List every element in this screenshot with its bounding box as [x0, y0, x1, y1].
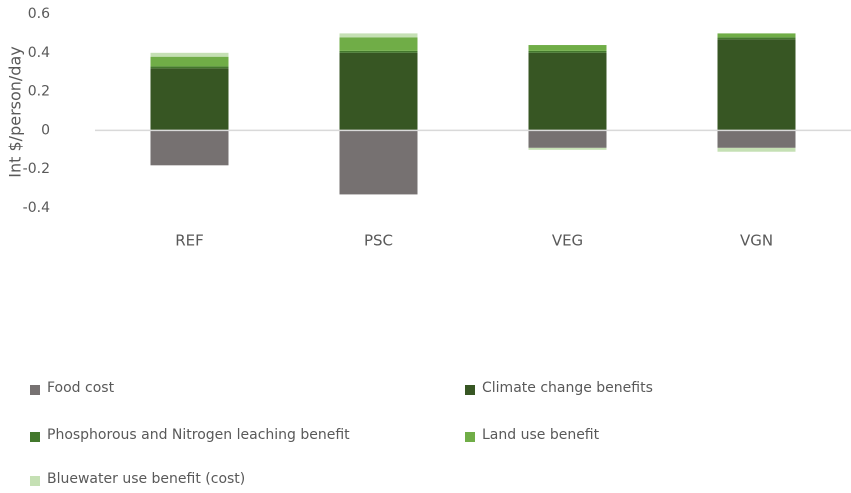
legend-swatch — [30, 385, 40, 395]
bar-segment — [150, 130, 229, 166]
y-tick-label: -0.2 — [23, 161, 50, 177]
y-tick-label: -0.4 — [23, 200, 50, 216]
bar-segment — [528, 50, 607, 53]
legend-label: Bluewater use benefit (cost) — [47, 471, 245, 487]
bar-segment — [528, 52, 607, 131]
bar-segment — [150, 68, 229, 131]
legend-label: Food cost — [47, 380, 115, 396]
bar-segment — [339, 33, 418, 38]
bar-segment — [150, 66, 229, 69]
bar-segment — [528, 130, 607, 148]
y-tick-label: 0.4 — [28, 45, 50, 61]
legend-label: Climate change benefits — [482, 380, 653, 396]
bar-segment — [150, 56, 229, 67]
x-tick-label: REF — [175, 232, 204, 250]
bar-segment — [717, 130, 796, 148]
bar-segment — [717, 39, 796, 131]
y-tick-label: 0.2 — [28, 84, 50, 100]
legend-swatch — [30, 476, 40, 486]
y-tick-label: 0.6 — [28, 6, 50, 22]
bar-segment — [339, 50, 418, 53]
y-tick-label: 0 — [41, 122, 50, 138]
bar-segment — [528, 147, 607, 150]
bar-segment — [528, 45, 607, 51]
legend-swatch — [465, 432, 475, 442]
bar-segment — [339, 130, 418, 195]
bar-segment — [717, 33, 796, 38]
bar-segment — [339, 37, 418, 51]
x-tick-label: VEG — [552, 232, 583, 250]
legend-label: Land use benefit — [482, 427, 600, 443]
legend-swatch — [30, 432, 40, 442]
bar-segment — [339, 52, 418, 131]
x-tick-label: PSC — [364, 232, 393, 250]
bar-segment — [150, 52, 229, 57]
bar-segment — [717, 147, 796, 152]
bar-segment — [717, 37, 796, 40]
legend-label: Phosphorous and Nitrogen leaching benefi… — [47, 427, 350, 443]
legend-swatch — [465, 385, 475, 395]
x-tick-label: VGN — [740, 232, 773, 250]
y-axis-label: Int $/person/day — [6, 46, 25, 177]
